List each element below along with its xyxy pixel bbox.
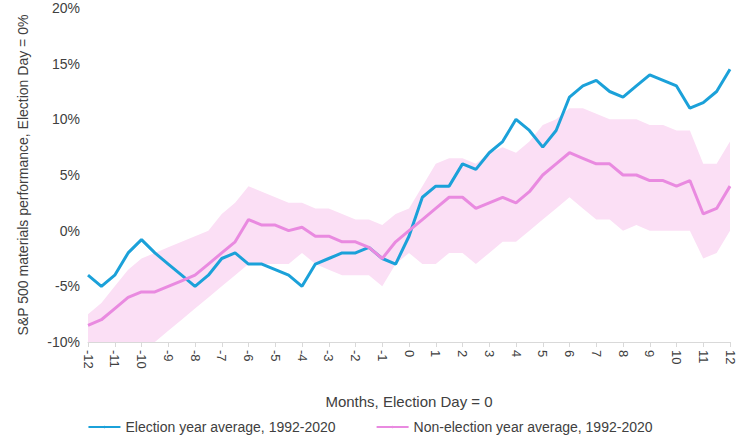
svg-text:Non-election year average, 199: Non-election year average, 1992-2020 bbox=[414, 419, 653, 435]
svg-text:2: 2 bbox=[455, 350, 470, 357]
svg-text:9: 9 bbox=[642, 350, 657, 357]
svg-text:S&P 500 materials performance,: S&P 500 materials performance, Election … bbox=[15, 15, 31, 336]
svg-text:-10%: -10% bbox=[47, 334, 80, 350]
svg-text:-4: -4 bbox=[295, 350, 310, 362]
svg-text:20%: 20% bbox=[52, 0, 80, 16]
svg-text:-3: -3 bbox=[321, 350, 336, 362]
svg-text:11: 11 bbox=[696, 350, 711, 364]
svg-text:8: 8 bbox=[616, 350, 631, 357]
svg-text:-10: -10 bbox=[134, 350, 149, 369]
svg-text:6: 6 bbox=[562, 350, 577, 357]
svg-text:-11: -11 bbox=[107, 350, 122, 368]
svg-text:-9: -9 bbox=[161, 350, 176, 362]
svg-text:7: 7 bbox=[589, 350, 604, 357]
svg-text:-2: -2 bbox=[348, 350, 363, 362]
svg-text:Election year average, 1992-20: Election year average, 1992-2020 bbox=[125, 419, 335, 435]
svg-text:15%: 15% bbox=[52, 56, 80, 72]
svg-text:3: 3 bbox=[482, 350, 497, 357]
svg-text:0: 0 bbox=[402, 350, 417, 357]
svg-text:0%: 0% bbox=[60, 223, 80, 239]
svg-text:5%: 5% bbox=[60, 167, 80, 183]
svg-text:-5: -5 bbox=[268, 350, 283, 362]
svg-text:-6: -6 bbox=[241, 350, 256, 362]
svg-text:10: 10 bbox=[669, 350, 684, 364]
svg-text:-8: -8 bbox=[188, 350, 203, 362]
svg-text:Months, Election Day = 0: Months, Election Day = 0 bbox=[325, 393, 492, 410]
svg-text:4: 4 bbox=[509, 350, 524, 357]
svg-text:5: 5 bbox=[535, 350, 550, 357]
svg-text:12: 12 bbox=[723, 350, 738, 364]
svg-text:10%: 10% bbox=[52, 111, 80, 127]
svg-text:-1: -1 bbox=[375, 350, 390, 362]
svg-text:1: 1 bbox=[428, 350, 443, 357]
svg-text:-5%: -5% bbox=[55, 278, 80, 294]
svg-text:-7: -7 bbox=[214, 350, 229, 362]
svg-text:-12: -12 bbox=[81, 350, 96, 369]
